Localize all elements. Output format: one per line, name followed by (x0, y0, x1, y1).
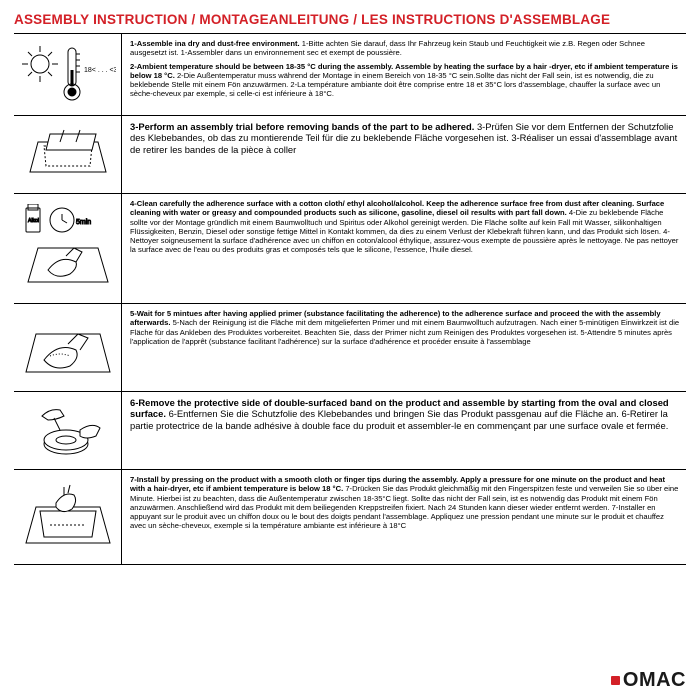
svg-text:Alkol: Alkol (28, 218, 39, 224)
step-row-1: 18< . . . <35 C 1-Assemble ina dry and d… (14, 33, 686, 115)
assembly-instruction-page: ASSEMBLY INSTRUCTION / MONTAGEANLEITUNG … (0, 0, 700, 700)
svg-text:5min: 5min (76, 219, 91, 226)
step-text-6: 7-Install by pressing on the product wit… (122, 470, 686, 564)
step-row-4: 5-Wait for 5 mintues after having applie… (14, 303, 686, 391)
clean-surface-icon: Alkol 5min (20, 204, 116, 294)
page-title: ASSEMBLY INSTRUCTION / MONTAGEANLEITUNG … (14, 12, 686, 27)
step-1-lead: 1-Assemble ina dry and dust-free environ… (130, 39, 300, 48)
logo-dot-icon (611, 676, 620, 685)
step-text-2: 3-Perform an assembly trial before remov… (122, 116, 686, 193)
step-icon-1: 18< . . . <35 C (14, 34, 122, 115)
brand-logo: OMAC (611, 669, 686, 692)
peel-tape-icon (20, 400, 116, 462)
press-install-icon (20, 477, 116, 557)
step-6-rest: 6-Entfernen Sie die Schutzfolie des Kleb… (130, 408, 668, 430)
step-5-rest: 5-Nach der Reinigung ist die Fläche mit … (130, 318, 679, 346)
step-icon-5 (14, 392, 122, 469)
step-text-3: 4-Clean carefully the adherence surface … (122, 194, 686, 303)
step-icon-2 (14, 116, 122, 193)
step-3-lead: 3-Perform an assembly trial before remov… (130, 121, 474, 132)
step-text-1: 1-Assemble ina dry and dust-free environ… (122, 34, 686, 115)
step-row-2: 3-Perform an assembly trial before remov… (14, 115, 686, 193)
step-icon-3: Alkol 5min (14, 194, 122, 303)
logo-text: OMAC (623, 669, 686, 692)
primer-apply-icon (20, 312, 116, 384)
step-icon-4 (14, 304, 122, 391)
footer: OMAC (14, 662, 686, 692)
steps-container: 18< . . . <35 C 1-Assemble ina dry and d… (14, 33, 686, 662)
step-row-5: 6-Remove the protective side of double-s… (14, 391, 686, 469)
step-2-rest: 2-Die Außentemperatur muss während der M… (130, 71, 660, 99)
trial-fit-icon (20, 124, 116, 186)
step-row-3: Alkol 5min 4-Clean carefully the adheren… (14, 193, 686, 303)
step-text-4: 5-Wait for 5 mintues after having applie… (122, 304, 686, 391)
sun-thermometer-icon: 18< . . . <35 C (20, 42, 116, 108)
step-text-5: 6-Remove the protective side of double-s… (122, 392, 686, 469)
svg-text:18< . . . <35 C: 18< . . . <35 C (84, 67, 116, 74)
step-row-6: 7-Install by pressing on the product wit… (14, 469, 686, 565)
step-icon-6 (14, 470, 122, 564)
